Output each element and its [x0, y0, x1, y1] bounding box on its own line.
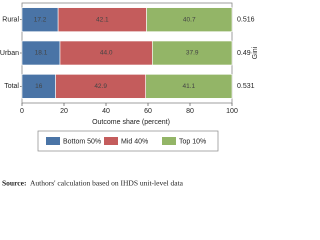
- legend-box: [37, 130, 219, 152]
- bar-segment: [146, 7, 233, 32]
- gini-label: 0.516: [237, 17, 255, 24]
- y-tick-label: Rural: [2, 17, 19, 24]
- gini-title: Gini: [252, 46, 259, 59]
- x-tick-label: 0: [20, 108, 24, 115]
- gini-label: 0.49: [237, 50, 251, 57]
- legend-label: Bottom 50%: [63, 138, 101, 145]
- bar-segment: [21, 7, 59, 32]
- value-label: 16: [35, 83, 43, 90]
- source-text: Authors' calculation based on IHDS unit-…: [30, 179, 184, 188]
- value-label: 37.9: [186, 50, 199, 57]
- bar-segment: [55, 74, 146, 99]
- x-tick-label: 80: [186, 108, 194, 115]
- bar-segment: [21, 40, 61, 66]
- value-label: 17.2: [34, 16, 47, 23]
- x-tick-label: 40: [102, 108, 110, 115]
- value-label: 18.1: [35, 50, 48, 57]
- legend-label: Top 10%: [179, 138, 206, 145]
- value-label: 41.1: [183, 83, 196, 90]
- x-axis-title: Outcome share (percent): [92, 119, 170, 126]
- x-tick-label: 100: [226, 108, 238, 115]
- value-label: 42.1: [96, 16, 109, 23]
- chart: Gini Outcome share (percent) Source: Aut…: [0, 2, 259, 188]
- value-label: 44.0: [100, 50, 113, 57]
- legend-swatch: [104, 137, 118, 145]
- bar-segment: [152, 40, 233, 66]
- source-label: Source:: [2, 179, 26, 188]
- legend-swatch: [162, 137, 176, 145]
- x-tick-label: 60: [144, 108, 152, 115]
- value-label: 42.9: [94, 83, 107, 90]
- gini-label: 0.531: [237, 83, 255, 90]
- legend-swatch: [46, 137, 60, 145]
- legend-label: Mid 40%: [121, 138, 148, 145]
- y-tick-label: Urban: [0, 50, 19, 57]
- value-label: 40.7: [183, 16, 196, 23]
- bar-segment: [57, 7, 147, 32]
- x-tick-label: 20: [60, 108, 68, 115]
- y-tick-label: Total: [4, 83, 19, 90]
- bar-segment: [59, 40, 153, 66]
- bar-segment: [145, 74, 233, 99]
